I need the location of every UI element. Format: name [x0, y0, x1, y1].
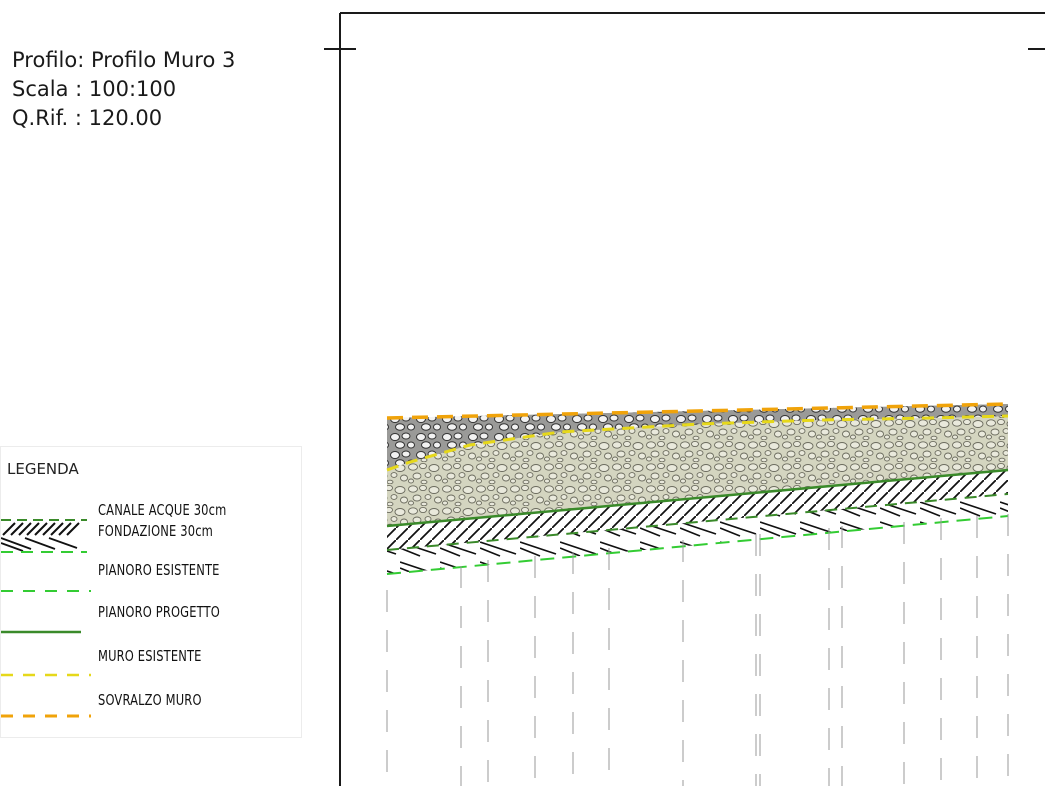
- sheet-frame: [324, 12, 1045, 786]
- station-guide-lines: [386, 514, 1009, 786]
- profile-header: Profilo: Profilo Muro 3 Scala : 100:100 …: [12, 46, 235, 133]
- legend-label-sovralzo-muro: SOVRALZO MURO: [98, 691, 202, 709]
- legend-panel: LEGENDA CANALE ACQUE 30cm FONDAZIONE 30c…: [0, 446, 302, 738]
- fondazione-hatch-icon: [1, 537, 78, 552]
- canale-dashed-line: [386, 493, 1009, 551]
- legend-label-muro-esistente: MURO ESISTENTE: [98, 647, 202, 665]
- legend-label-canale: CANALE ACQUE 30cm: [98, 501, 227, 519]
- legend-title: LEGENDA: [7, 460, 79, 478]
- legend-swatch-pianoro-esistente: [1, 590, 91, 592]
- canale-hatch-band: [387, 470, 1008, 550]
- legend-label-pianoro-esistente: PIANORO ESISTENTE: [98, 561, 220, 579]
- legend-swatch-sovralzo-muro: [1, 714, 91, 718]
- fondazione-hatch-band: [387, 494, 1008, 574]
- legend-swatch-pianoro-progetto: [1, 630, 81, 634]
- legend-label-pianoro-progetto: PIANORO PROGETTO: [98, 603, 220, 621]
- sovralzo-muro-line: [386, 402, 1009, 420]
- wall-raise-fill: [387, 404, 1008, 470]
- profile-reference-elevation: Q.Rif. : 120.00: [12, 106, 163, 130]
- pianoro-progetto-line: [386, 468, 1009, 528]
- legend-swatch-muro-esistente: [1, 673, 91, 677]
- legend-swatch-canale-fondazione: [1, 519, 87, 553]
- legend-label-fondazione: FONDAZIONE 30cm: [98, 522, 214, 540]
- muro-esistente-line: [386, 414, 1009, 472]
- canale-hatch-icon: [2, 522, 80, 536]
- profile-scale: Scala : 100:100: [12, 77, 177, 101]
- profile-name: Profilo: Profilo Muro 3: [12, 48, 236, 72]
